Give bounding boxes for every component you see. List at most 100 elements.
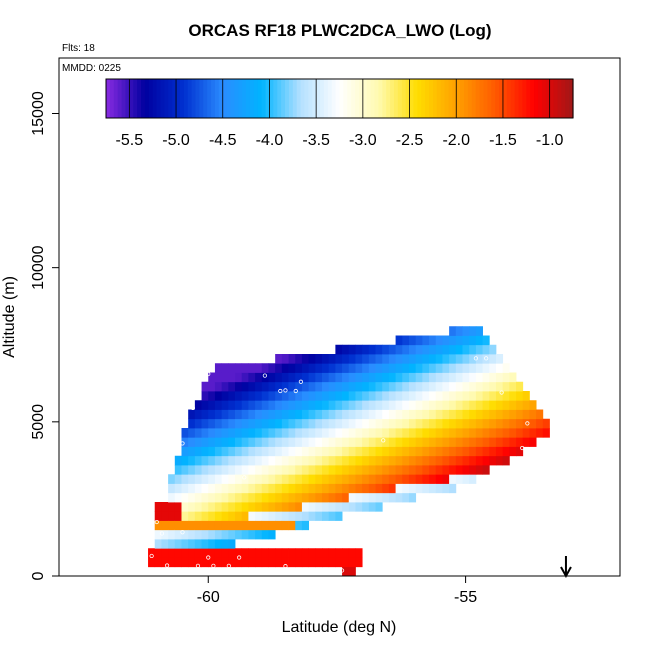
heatmap-cell <box>154 548 162 558</box>
heatmap-cell <box>301 428 310 438</box>
heatmap-cell <box>375 446 383 457</box>
heatmap-cell <box>362 474 370 484</box>
heatmap-cell <box>462 418 470 429</box>
heatmap-cell <box>288 520 296 531</box>
heatmap-cell <box>415 363 423 373</box>
colorbar-swatch <box>285 79 290 118</box>
heatmap-cell <box>281 428 289 438</box>
heatmap-cell <box>288 428 296 438</box>
heatmap-cell <box>342 446 350 457</box>
heatmap-cell <box>255 437 263 447</box>
heatmap-cell <box>295 363 303 373</box>
heatmap-cell <box>181 492 189 503</box>
heatmap-cell <box>228 409 236 420</box>
heatmap-cell <box>402 409 410 420</box>
heatmap-cell <box>368 372 376 383</box>
heatmap-cell <box>422 363 430 373</box>
heatmap-cell <box>235 492 243 503</box>
heatmap-cell <box>335 548 343 558</box>
heatmap-cell <box>255 465 263 475</box>
colorbar-swatch <box>565 79 570 118</box>
colorbar-swatch <box>129 79 134 118</box>
heatmap-cell <box>208 409 216 420</box>
y-axis: 0 5000 10000 15000 <box>30 91 59 580</box>
sample-point <box>237 555 242 560</box>
heatmap-cell <box>268 381 276 392</box>
heatmap-cell <box>241 529 249 540</box>
heatmap-cell <box>268 437 276 447</box>
heatmap-cell <box>335 381 343 392</box>
heatmap-cell <box>174 539 182 549</box>
heatmap-cell <box>281 381 289 392</box>
heatmap-cell <box>328 381 336 392</box>
heatmap-cell <box>408 474 417 484</box>
heatmap-cell <box>382 354 390 364</box>
heatmap-cell <box>342 409 350 420</box>
heatmap-cell <box>375 381 383 392</box>
heatmap-cell <box>375 418 383 429</box>
heatmap-cell <box>275 446 283 457</box>
heatmap-cell <box>355 418 363 429</box>
heatmap-cell <box>201 465 209 475</box>
heatmap-cell <box>208 418 216 429</box>
heatmap-cell <box>375 428 383 438</box>
heatmap-cell <box>214 529 223 540</box>
heatmap-cell <box>395 446 403 457</box>
heatmap-cell <box>174 492 182 503</box>
heatmap-cell <box>368 391 376 401</box>
colorbar-swatch <box>141 79 146 118</box>
heatmap-cell <box>315 492 323 503</box>
heatmap-cell <box>281 409 289 420</box>
heatmap-cell <box>388 363 396 373</box>
heatmap-cell <box>228 400 236 410</box>
heatmap-cell <box>228 502 236 512</box>
heatmap-cell <box>268 428 276 438</box>
heatmap-cell <box>295 455 303 466</box>
heatmap-cell <box>322 557 330 568</box>
heatmap-cell <box>395 372 403 383</box>
heatmap-cell <box>402 391 410 401</box>
colorbar-swatch <box>487 79 492 118</box>
colorbar-swatch <box>362 79 368 118</box>
heatmap-cell <box>235 437 243 447</box>
heatmap-cell <box>455 409 463 420</box>
heatmap-cell <box>348 372 356 383</box>
heatmap-cell <box>255 381 263 392</box>
heatmap-cell <box>275 511 283 521</box>
heatmap-cell <box>322 391 330 401</box>
heatmap-cell <box>355 437 363 447</box>
heatmap-cell <box>509 381 517 392</box>
heatmap-cell <box>288 483 296 494</box>
heatmap-cell <box>228 529 236 540</box>
heatmap-cell <box>395 455 403 466</box>
heatmap-cell <box>475 344 483 355</box>
heatmap-cell <box>248 520 256 531</box>
colorbar-swatch <box>230 79 236 118</box>
colorbar-swatch <box>144 79 150 118</box>
heatmap-cell <box>188 474 196 484</box>
heatmap-cell <box>475 465 483 475</box>
heatmap-cell <box>315 391 323 401</box>
heatmap-cell <box>295 428 303 438</box>
heatmap-cell <box>255 455 263 466</box>
heatmap-cell <box>174 502 182 512</box>
heatmap-cell <box>422 455 430 466</box>
heatmap-cell <box>475 372 483 383</box>
heatmap-cell <box>248 363 256 373</box>
arrow-head <box>560 566 572 579</box>
heatmap-cell <box>388 409 396 420</box>
heatmap-cell <box>248 418 256 429</box>
heatmap-cell <box>295 557 303 568</box>
colorbar-swatch <box>269 79 274 118</box>
heatmap-cell <box>435 381 443 392</box>
heatmap-cell <box>442 354 450 364</box>
heatmap-cell <box>288 372 296 383</box>
heatmap-cell <box>388 446 396 457</box>
heatmap-cell <box>536 418 544 429</box>
heatmap-cell <box>368 492 376 503</box>
heatmap-cell <box>268 483 276 494</box>
heatmap-cell <box>402 418 410 429</box>
heatmap-cell <box>415 465 423 475</box>
colorbar-swatch <box>222 79 228 118</box>
heatmap-cell <box>322 381 330 392</box>
